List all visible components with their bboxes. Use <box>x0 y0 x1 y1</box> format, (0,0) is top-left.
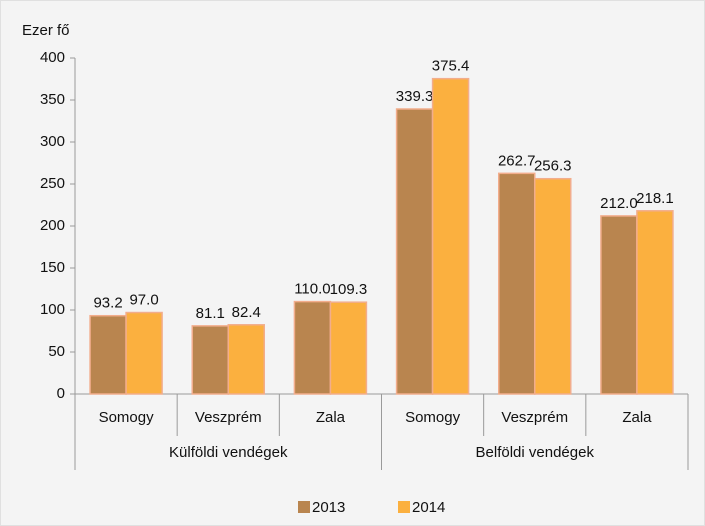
x-tick-label: Zala <box>622 409 652 426</box>
value-label: 339.3 <box>396 88 434 105</box>
bar <box>227 324 265 395</box>
legend-label: 2014 <box>412 499 445 516</box>
bar <box>125 311 163 395</box>
y-axis-label: Ezer fő <box>22 22 70 39</box>
bar <box>191 325 229 395</box>
bar <box>293 300 332 395</box>
bar <box>431 77 470 395</box>
value-label: 81.1 <box>196 305 225 322</box>
y-tick-label: 100 <box>40 301 65 318</box>
y-tick-label: 350 <box>40 91 65 108</box>
bar <box>89 314 127 395</box>
legend-swatch <box>298 501 310 513</box>
value-label: 82.4 <box>232 304 261 321</box>
value-label: 110.0 <box>294 281 330 298</box>
x-tick-label: Veszprém <box>195 409 262 426</box>
legend-swatch <box>398 501 410 513</box>
x-tick-label: Somogy <box>405 409 461 426</box>
value-label: 262.7 <box>498 152 536 169</box>
legend-label: 2013 <box>312 499 345 516</box>
x-tick-label: Zala <box>316 409 346 426</box>
x-tick-label: Veszprém <box>501 409 568 426</box>
value-label: 109.3 <box>330 281 368 298</box>
bar <box>600 215 638 395</box>
group-label: Belföldi vendégek <box>476 444 595 461</box>
bar <box>534 177 572 395</box>
y-tick-label: 300 <box>40 133 65 150</box>
value-label: 375.4 <box>432 58 470 75</box>
value-label: 93.2 <box>93 295 122 312</box>
x-tick-label: Somogy <box>99 409 155 426</box>
value-label: 97.0 <box>129 291 158 308</box>
y-tick-label: 150 <box>40 259 65 276</box>
bar <box>498 172 536 395</box>
bar <box>395 108 434 395</box>
y-tick-label: 200 <box>40 217 65 234</box>
value-label: 212.0 <box>600 195 638 212</box>
bar <box>636 210 674 395</box>
value-label: 256.3 <box>534 158 572 175</box>
value-label: 218.1 <box>636 190 674 207</box>
y-tick-label: 0 <box>57 385 65 402</box>
group-label: Külföldi vendégek <box>169 444 288 461</box>
y-tick-label: 250 <box>40 175 65 192</box>
y-tick-label: 50 <box>48 343 65 360</box>
bar <box>329 301 368 395</box>
y-tick-label: 400 <box>40 49 65 66</box>
